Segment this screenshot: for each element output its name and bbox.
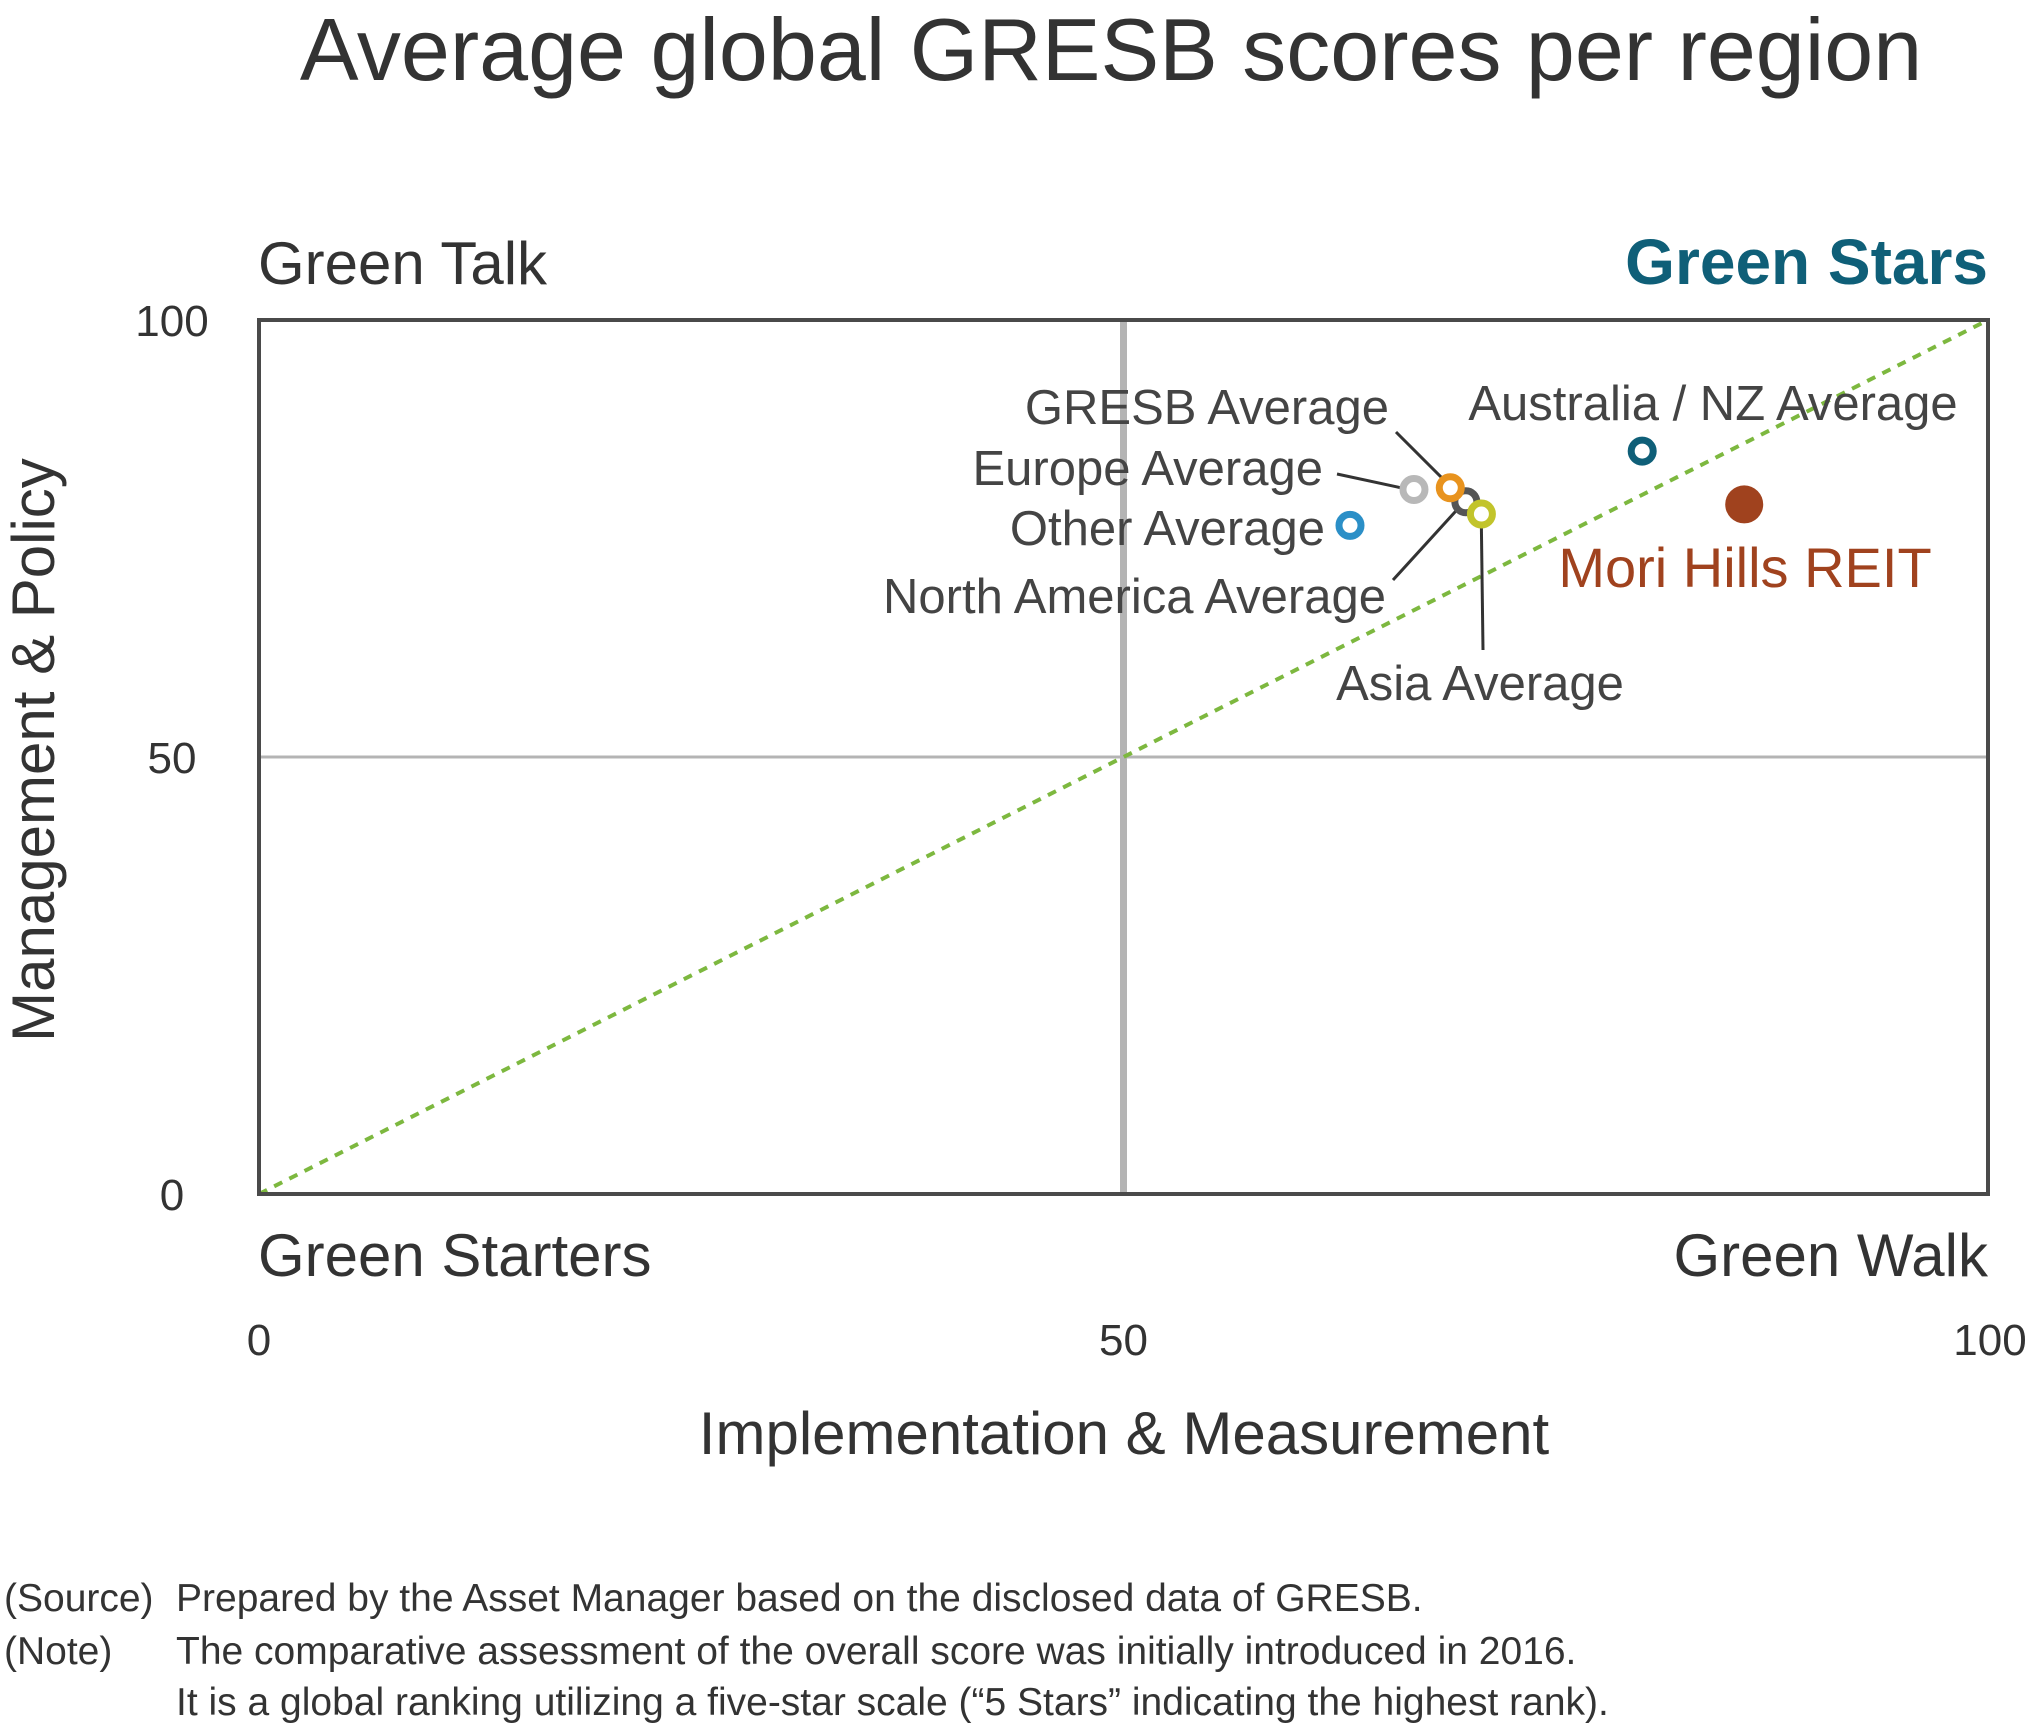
data-points — [1335, 436, 1764, 540]
quadrant-label-green-stars: Green Stars — [1625, 226, 1988, 298]
data-point-mori-hills-reit — [1725, 485, 1764, 524]
leader-asia-average — [1479, 528, 1485, 651]
note-tag: (Note) — [4, 1630, 112, 1673]
x-tick-label: 50 — [1099, 1316, 1148, 1365]
y-tick-label: 100 — [135, 297, 208, 346]
data-point-europe-average — [1399, 475, 1429, 505]
leader-north-america-average — [1391, 500, 1466, 582]
source-text: Prepared by the Asset Manager based on t… — [176, 1577, 1423, 1620]
data-point-other-average — [1335, 510, 1365, 540]
data-point-north-america-average — [1435, 473, 1465, 503]
data-point-asia-average — [1466, 499, 1496, 529]
x-tick-label: 0 — [247, 1316, 271, 1365]
point-label-mori-hills-reit: Mori Hills REIT — [1558, 536, 1931, 599]
chart-title: Average global GRESB scores per region — [300, 0, 1922, 99]
note-line-2: It is a global ranking utilizing a five-… — [176, 1681, 1609, 1724]
point-label-north-america-average: North America Average — [883, 570, 1386, 624]
x-axis-title: Implementation & Measurement — [699, 1400, 1550, 1467]
quadrant-label-green-talk: Green Talk — [258, 230, 548, 297]
x-tick-label: 100 — [1953, 1316, 2026, 1365]
plot-frame — [257, 318, 1990, 1196]
point-label-europe-average: Europe Average — [972, 442, 1323, 496]
y-tick-label: 0 — [160, 1171, 184, 1220]
quadrant-label-green-walk: Green Walk — [1673, 1222, 1989, 1289]
point-label-other-average: Other Average — [1010, 502, 1325, 556]
point-label-asia-average: Asia Average — [1336, 657, 1624, 711]
point-label-australia-nz-average: Australia / NZ Average — [1468, 377, 1957, 431]
source-tag: (Source) — [4, 1577, 154, 1620]
leader-europe-average — [1336, 472, 1401, 490]
point-label-gresb-average: GRESB Average — [1025, 381, 1389, 435]
note-line-1: The comparative assessment of the overal… — [176, 1630, 1576, 1673]
data-point-australia-nz-average — [1627, 436, 1657, 466]
y-tick-label: 50 — [148, 734, 197, 783]
y-axis-title: Management & Policy — [0, 458, 67, 1042]
quadrant-label-green-starters: Green Starters — [258, 1222, 652, 1289]
